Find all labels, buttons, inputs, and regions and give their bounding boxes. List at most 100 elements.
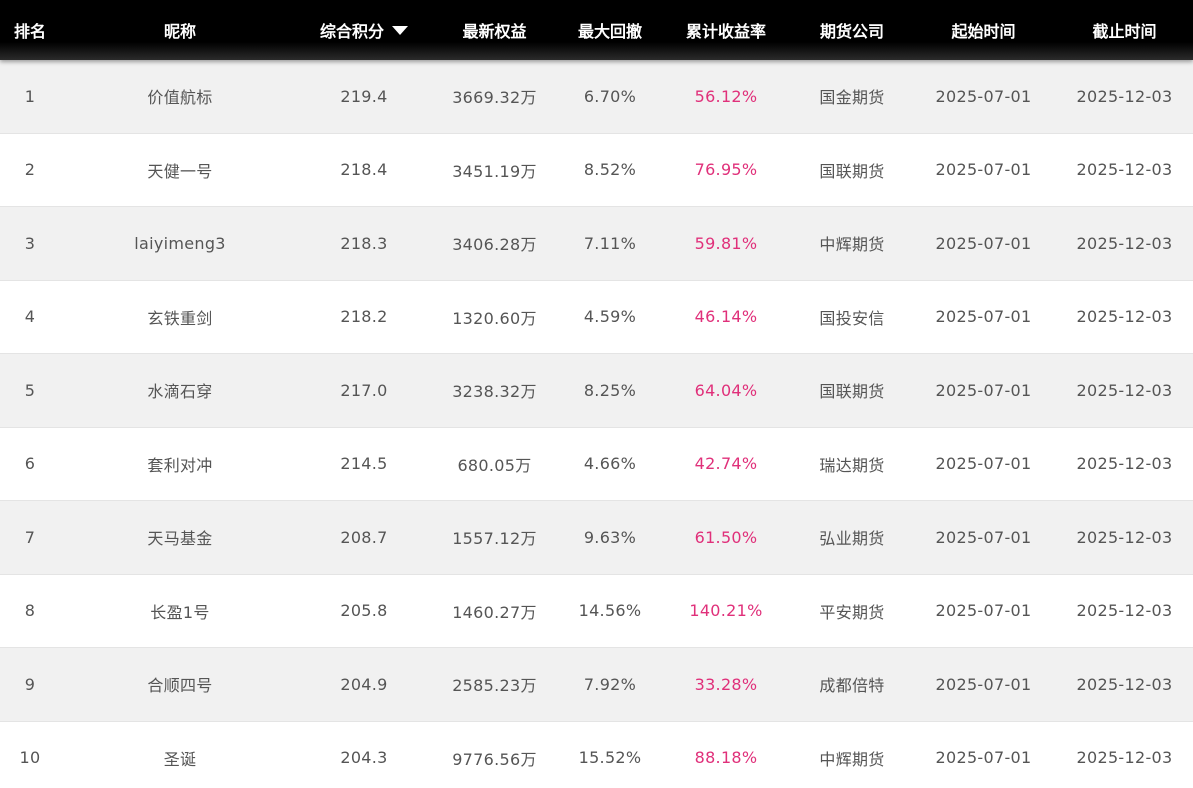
- header-return-rate[interactable]: 累计收益率: [659, 18, 793, 42]
- drawdown-cell: 7.11%: [583, 233, 637, 253]
- drawdown-cell: 7.92%: [583, 674, 637, 694]
- broker-cell: 中辉期货: [819, 235, 885, 255]
- start-date-cell: 2025-07-01: [935, 454, 1032, 474]
- equity-cell: 1460.27万: [452, 602, 537, 622]
- header-equity[interactable]: 最新权益: [428, 18, 561, 42]
- broker-cell: 国联期货: [819, 161, 885, 181]
- nickname-cell[interactable]: 玄铁重剑: [147, 308, 213, 328]
- table-row[interactable]: 6 套利对冲 214.5 680.05万 4.66% 42.74% 瑞达期货 2…: [0, 427, 1193, 501]
- header-drawdown[interactable]: 最大回撤: [561, 18, 659, 42]
- header-score-label: 综合积分: [319, 22, 384, 41]
- score-cell: 218.3: [340, 233, 388, 253]
- score-cell: 218.4: [340, 160, 388, 180]
- broker-cell: 国投安信: [819, 308, 885, 328]
- table-row[interactable]: 2 天健一号 218.4 3451.19万 8.52% 76.95% 国联期货 …: [0, 133, 1193, 207]
- score-cell: 208.7: [340, 527, 388, 547]
- end-date-cell: 2025-12-03: [1076, 380, 1173, 400]
- broker-cell: 弘业期货: [819, 529, 885, 549]
- header-rank[interactable]: 排名: [0, 18, 60, 42]
- score-cell: 204.9: [340, 674, 388, 694]
- equity-cell: 3406.28万: [452, 235, 537, 255]
- broker-cell: 中辉期货: [819, 749, 885, 769]
- drawdown-cell: 14.56%: [578, 601, 642, 621]
- equity-cell: 2585.23万: [452, 676, 537, 696]
- nickname-cell[interactable]: 天马基金: [147, 529, 213, 549]
- table-header: 排名 昵称 综合积分 最新权益 最大回撤 累计收益率 期货公司 起始时间 截止时…: [0, 0, 1193, 60]
- drawdown-cell: 6.70%: [583, 86, 637, 106]
- table-row[interactable]: 9 合顺四号 204.9 2585.23万 7.92% 33.28% 成都倍特 …: [0, 648, 1193, 722]
- return-rate-cell: 46.14%: [694, 307, 758, 327]
- sort-desc-icon[interactable]: [392, 25, 408, 35]
- equity-cell: 9776.56万: [452, 749, 537, 769]
- table-row[interactable]: 5 水滴石穿 217.0 3238.32万 8.25% 64.04% 国联期货 …: [0, 354, 1193, 428]
- nickname-cell[interactable]: 圣诞: [163, 749, 197, 769]
- equity-cell: 680.05万: [457, 455, 532, 475]
- header-start-label: 起始时间: [951, 22, 1016, 41]
- start-date-cell: 2025-07-01: [935, 307, 1032, 327]
- start-date-cell: 2025-07-01: [935, 233, 1032, 253]
- nickname-cell[interactable]: 天健一号: [147, 161, 213, 181]
- nickname-cell[interactable]: 套利对冲: [147, 455, 213, 475]
- drawdown-cell: 9.63%: [583, 527, 637, 547]
- rank-cell: 1: [24, 86, 36, 106]
- table-row[interactable]: 1 价值航标 219.4 3669.32万 6.70% 56.12% 国金期货 …: [0, 60, 1193, 134]
- header-rank-label: 排名: [13, 22, 46, 41]
- drawdown-cell: 8.25%: [583, 380, 637, 400]
- header-nickname-label: 昵称: [163, 22, 196, 41]
- header-end[interactable]: 截止时间: [1056, 18, 1193, 42]
- rank-cell: 6: [24, 454, 36, 474]
- nickname-cell[interactable]: 长盈1号: [150, 602, 210, 622]
- end-date-cell: 2025-12-03: [1076, 454, 1173, 474]
- end-date-cell: 2025-12-03: [1076, 748, 1173, 768]
- nickname-cell[interactable]: laiyimeng3: [134, 233, 226, 253]
- score-cell: 204.3: [340, 748, 388, 768]
- header-nickname[interactable]: 昵称: [60, 18, 300, 42]
- header-score[interactable]: 综合积分: [300, 18, 428, 42]
- header-return-rate-label: 累计收益率: [685, 22, 766, 41]
- header-equity-label: 最新权益: [462, 22, 527, 41]
- broker-cell: 国联期货: [819, 382, 885, 402]
- table-row[interactable]: 4 玄铁重剑 218.2 1320.60万 4.59% 46.14% 国投安信 …: [0, 280, 1193, 354]
- drawdown-cell: 4.66%: [583, 454, 637, 474]
- table-row[interactable]: 10 圣诞 204.3 9776.56万 15.52% 88.18% 中辉期货 …: [0, 721, 1193, 788]
- table-row[interactable]: 8 长盈1号 205.8 1460.27万 14.56% 140.21% 平安期…: [0, 574, 1193, 648]
- drawdown-cell: 15.52%: [578, 748, 642, 768]
- table-body: 1 价值航标 219.4 3669.32万 6.70% 56.12% 国金期货 …: [0, 60, 1193, 788]
- end-date-cell: 2025-12-03: [1076, 160, 1173, 180]
- table-row[interactable]: 3 laiyimeng3 218.3 3406.28万 7.11% 59.81%…: [0, 207, 1193, 281]
- equity-cell: 3669.32万: [452, 88, 537, 108]
- start-date-cell: 2025-07-01: [935, 748, 1032, 768]
- nickname-cell[interactable]: 水滴石穿: [147, 382, 213, 402]
- broker-cell: 成都倍特: [819, 676, 885, 696]
- start-date-cell: 2025-07-01: [935, 160, 1032, 180]
- equity-cell: 3451.19万: [452, 161, 537, 181]
- score-cell: 214.5: [340, 454, 388, 474]
- header-broker[interactable]: 期货公司: [793, 18, 911, 42]
- start-date-cell: 2025-07-01: [935, 380, 1032, 400]
- end-date-cell: 2025-12-03: [1076, 601, 1173, 621]
- return-rate-cell: 42.74%: [694, 454, 758, 474]
- table-row[interactable]: 7 天马基金 208.7 1557.12万 9.63% 61.50% 弘业期货 …: [0, 501, 1193, 575]
- rank-cell: 2: [24, 160, 36, 180]
- header-end-label: 截止时间: [1092, 22, 1157, 41]
- rank-cell: 8: [24, 601, 36, 621]
- nickname-cell[interactable]: 价值航标: [147, 88, 213, 108]
- return-rate-cell: 33.28%: [694, 674, 758, 694]
- return-rate-cell: 76.95%: [694, 160, 758, 180]
- broker-cell: 平安期货: [819, 602, 885, 622]
- rank-cell: 7: [24, 527, 36, 547]
- score-cell: 205.8: [340, 601, 388, 621]
- return-rate-cell: 59.81%: [694, 233, 758, 253]
- equity-cell: 1320.60万: [452, 308, 537, 328]
- return-rate-cell: 56.12%: [694, 86, 758, 106]
- start-date-cell: 2025-07-01: [935, 674, 1032, 694]
- header-broker-label: 期货公司: [819, 22, 884, 41]
- return-rate-cell: 88.18%: [694, 748, 758, 768]
- rank-cell: 10: [19, 748, 41, 768]
- end-date-cell: 2025-12-03: [1076, 233, 1173, 253]
- end-date-cell: 2025-12-03: [1076, 86, 1173, 106]
- nickname-cell[interactable]: 合顺四号: [147, 676, 213, 696]
- header-start[interactable]: 起始时间: [911, 18, 1056, 42]
- score-cell: 217.0: [340, 380, 388, 400]
